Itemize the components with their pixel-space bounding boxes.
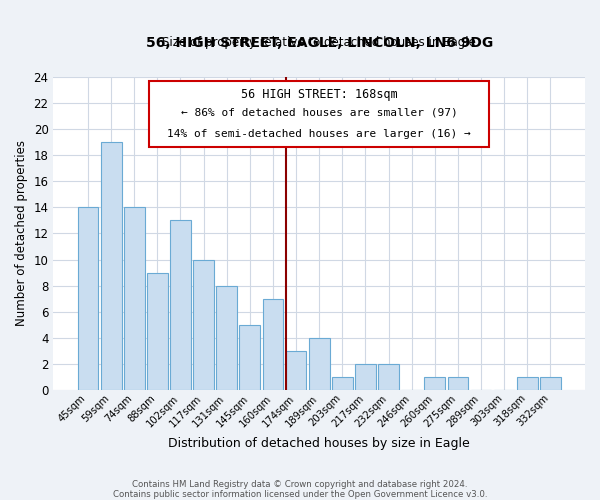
Bar [77, 208, 98, 390]
Text: Contains public sector information licensed under the Open Government Licence v3: Contains public sector information licen… [113, 490, 487, 499]
Text: 14% of semi-detached houses are larger (16) →: 14% of semi-detached houses are larger (… [167, 129, 471, 139]
Text: ← 86% of detached houses are smaller (97): ← 86% of detached houses are smaller (97… [181, 108, 458, 118]
Bar [170, 220, 191, 390]
Y-axis label: Number of detached properties: Number of detached properties [15, 140, 28, 326]
Bar [147, 272, 168, 390]
Title: Size of property relative to detached houses in Eagle: Size of property relative to detached ho… [162, 36, 476, 49]
Bar [332, 377, 353, 390]
X-axis label: Distribution of detached houses by size in Eagle: Distribution of detached houses by size … [169, 437, 470, 450]
Bar [378, 364, 399, 390]
Bar [309, 338, 329, 390]
Bar [124, 208, 145, 390]
Bar [355, 364, 376, 390]
Bar [239, 325, 260, 390]
Bar [193, 260, 214, 390]
Text: 56 HIGH STREET: 168sqm: 56 HIGH STREET: 168sqm [241, 88, 398, 101]
FancyBboxPatch shape [149, 82, 490, 148]
Bar [517, 377, 538, 390]
Bar [263, 299, 283, 390]
Text: 56, HIGH STREET, EAGLE, LINCOLN, LN6 9DG: 56, HIGH STREET, EAGLE, LINCOLN, LN6 9DG [146, 36, 493, 50]
Bar [540, 377, 561, 390]
Text: Contains HM Land Registry data © Crown copyright and database right 2024.: Contains HM Land Registry data © Crown c… [132, 480, 468, 489]
Bar [101, 142, 122, 390]
Bar [424, 377, 445, 390]
Bar [217, 286, 237, 391]
Bar [286, 351, 307, 391]
Bar [448, 377, 469, 390]
